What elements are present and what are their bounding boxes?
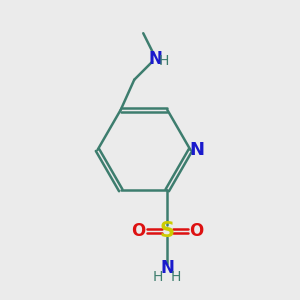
Text: N: N (160, 259, 174, 277)
Text: H: H (152, 270, 163, 284)
Text: S: S (160, 221, 175, 241)
Text: N: N (190, 141, 205, 159)
Text: H: H (171, 270, 181, 284)
Text: N: N (148, 50, 162, 68)
Text: H: H (158, 54, 169, 68)
Text: O: O (131, 222, 145, 240)
Text: O: O (189, 222, 203, 240)
